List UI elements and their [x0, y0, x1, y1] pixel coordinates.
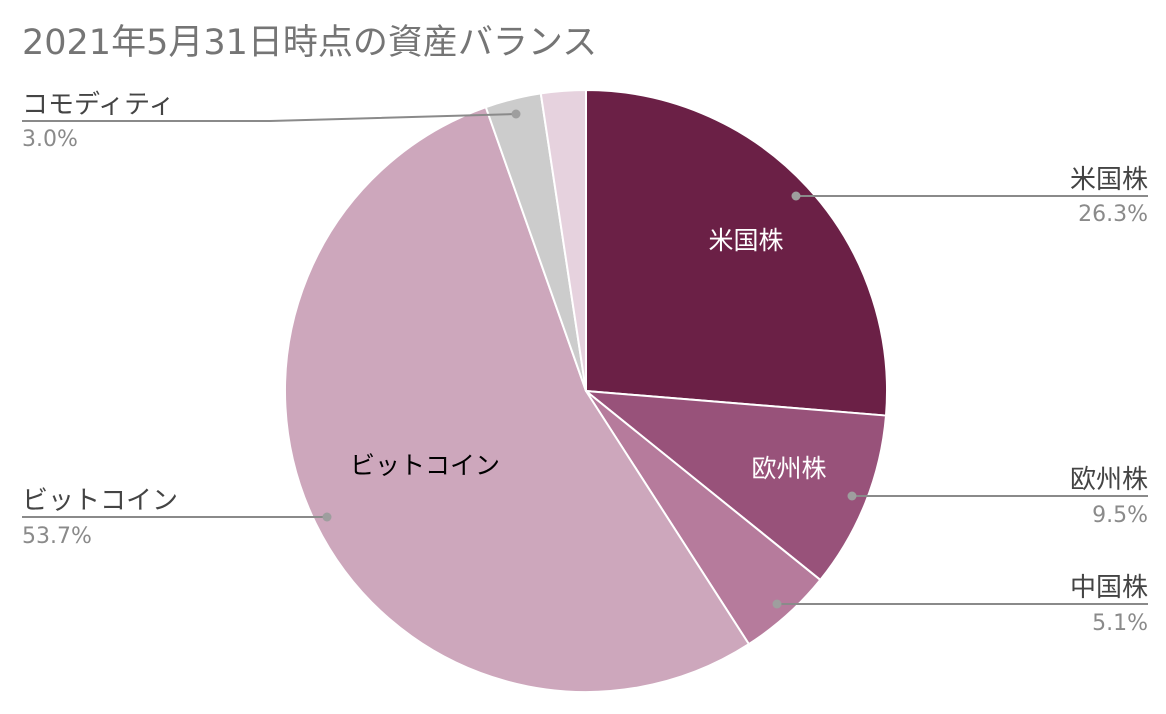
slice-inner-label: 米国株 [708, 226, 783, 255]
slice-outer-label: 米国株 [1070, 165, 1148, 195]
leader-dot [322, 512, 332, 522]
slice-inner-label: 欧州株 [751, 454, 826, 483]
pie-slice [539, 89, 587, 392]
slice-outer-label: コモディティ [22, 90, 175, 120]
leader-dot [847, 491, 857, 501]
leader-dot [791, 191, 801, 201]
slice-percent-label: 5.1% [1092, 611, 1148, 636]
slice-outer-label: 欧州株 [1070, 465, 1148, 495]
slice-inner-label: ビットコイン [350, 451, 500, 480]
slice-percent-label: 9.5% [1092, 503, 1148, 528]
chart-title: 2021年5月31日時点の資産バランス [22, 23, 598, 63]
pie-slice [585, 89, 888, 417]
leader-dot [772, 599, 782, 609]
slice-outer-label: 中国株 [1070, 573, 1148, 603]
pie-slice [283, 106, 750, 694]
pie-slice [585, 390, 887, 581]
leader-dot [511, 109, 521, 119]
slice-percent-label: 3.0% [22, 127, 78, 152]
slice-percent-label: 53.7% [22, 524, 92, 549]
leader-line [22, 113, 517, 122]
slice-percent-label: 26.3% [1078, 202, 1148, 227]
slice-outer-label: ビットコイン [22, 486, 178, 516]
